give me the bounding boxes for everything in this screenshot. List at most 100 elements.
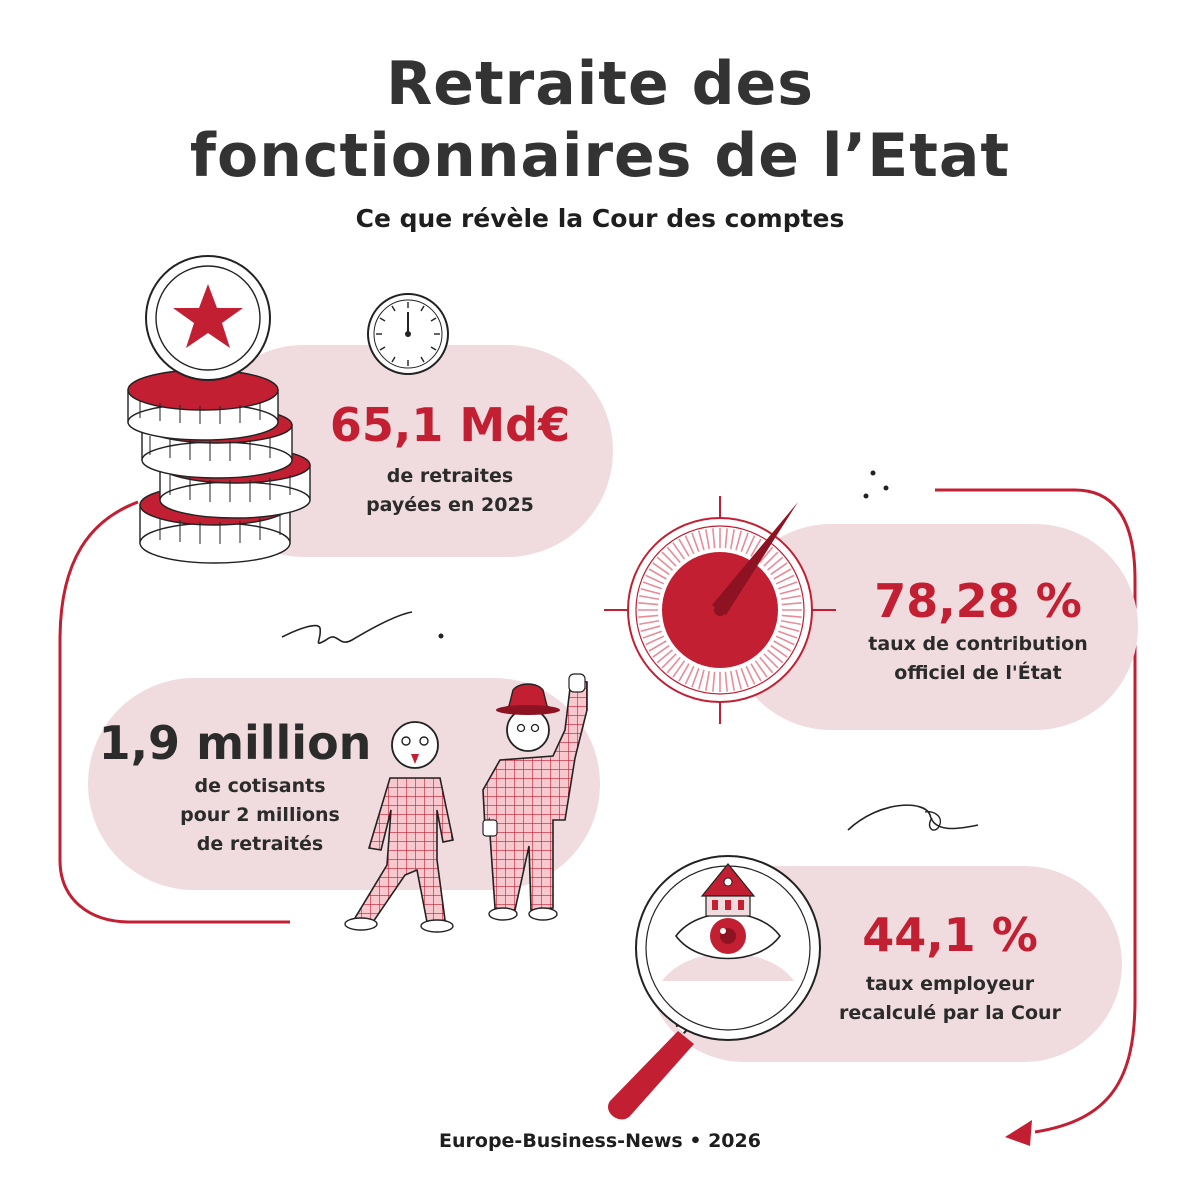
gauge-tick: [691, 532, 700, 553]
gauge-tick: [759, 546, 774, 564]
gauge-tick: [698, 530, 705, 551]
gauge-tick: [724, 671, 728, 692]
page-title: Retraite des fonctionnaires de l’Etat: [0, 48, 1200, 192]
clock-icon: [367, 293, 449, 375]
gauge-tick: [766, 649, 784, 664]
gauge-tick: [704, 529, 711, 550]
caption-line: recalculé par la Cour: [839, 1002, 1061, 1024]
stat-value-taux-employeur: 44,1 %: [862, 908, 1038, 962]
gauge-tick: [729, 529, 736, 550]
gauge-tick: [684, 665, 695, 685]
caption-line: de retraites: [386, 465, 514, 487]
gauge-tick: [773, 568, 792, 580]
gauge-tick: [750, 663, 762, 682]
squiggle-icon: [281, 611, 413, 644]
gauge-tick: [672, 660, 686, 678]
gauge-tick: [780, 619, 801, 626]
gauge-tick: [698, 669, 705, 690]
gauge-tick: [666, 546, 681, 564]
gauge-tick: [661, 653, 677, 669]
stat-caption-retraites: de retraites payées en 2025: [300, 462, 600, 520]
star-coin-icon: [145, 255, 271, 381]
gauge-tick: [724, 528, 728, 549]
caption-line: payées en 2025: [366, 494, 534, 516]
caption-line: taux de contribution: [868, 633, 1088, 655]
gauge-tick: [638, 614, 659, 618]
gauge-tick: [638, 602, 659, 606]
title-line-2: fonctionnaires de l’Etat: [189, 121, 1011, 191]
gauge-tick: [763, 551, 779, 567]
page-subtitle: Ce que révèle la Cour des comptes: [355, 204, 845, 233]
gauge-tick: [642, 581, 663, 590]
gauge-tick: [639, 594, 660, 601]
gauge-tick: [656, 556, 674, 571]
gauge-tick: [745, 535, 756, 555]
gauge-tick: [773, 640, 792, 652]
stat-caption-contribution: taux de contribution officiel de l'État: [818, 630, 1138, 688]
gauge-tick: [777, 630, 798, 639]
gauge-tick: [740, 667, 749, 688]
gauge-tick: [766, 556, 784, 571]
eye-icon: [675, 912, 781, 960]
stat-value-contribution: 78,28 %: [874, 574, 1082, 628]
gauge-tick: [672, 542, 686, 560]
gauge-tick: [735, 669, 742, 690]
gauge-tick: [781, 602, 802, 606]
gauge-tick: [775, 574, 795, 585]
gauge-tick: [642, 630, 663, 639]
gauge-tick: [648, 568, 667, 580]
gauge-tick: [770, 644, 788, 658]
magnifier-icon: [608, 855, 821, 1120]
gauge-tick: [777, 581, 798, 590]
caption-line: de cotisants: [194, 775, 326, 797]
left-loop-line: [58, 500, 290, 924]
people-icon: [344, 673, 588, 933]
coin-stack-icon: [127, 255, 311, 564]
dot-icon: [870, 470, 876, 476]
arrow-head-icon: [1005, 1120, 1032, 1146]
gauge-tick: [750, 538, 762, 557]
stat-caption-taux-employeur: taux employeur recalculé par la Cour: [790, 970, 1110, 1028]
gauge-tick: [652, 562, 670, 576]
dot-icon: [863, 493, 869, 499]
footer-credit: Europe-Business-News • 2026: [439, 1130, 761, 1152]
dot-icon: [438, 633, 444, 639]
gauge-tick: [645, 635, 665, 646]
caption-line: officiel de l'État: [894, 662, 1062, 684]
title-line-1: Retraite des: [386, 49, 814, 119]
squiggle-icon: [847, 804, 979, 831]
gauge-tick: [775, 635, 795, 646]
gauge-icon: [604, 496, 836, 724]
caption-line: pour 2 millions: [180, 804, 340, 826]
gauge-tick: [745, 665, 756, 685]
gauge-tick: [712, 671, 716, 692]
caption-line: de retraités: [196, 833, 324, 855]
gauge-tick: [640, 588, 661, 595]
gauge-tick: [740, 532, 749, 553]
gauge-tick: [678, 538, 690, 557]
stat-value-cotisants: 1,9 million: [98, 716, 372, 770]
gauge-tick: [770, 562, 788, 576]
right-arrow-line: [935, 488, 1137, 1134]
gauge-tick: [779, 588, 800, 595]
gauge-tick: [735, 530, 742, 551]
gauge-tick: [712, 528, 716, 549]
gauge-tick: [763, 653, 779, 669]
gauge-tick: [640, 625, 661, 632]
gauge-tick: [780, 594, 801, 601]
gauge-tick: [704, 670, 711, 691]
squiggle-icon: [924, 811, 942, 831]
gauge-tick: [684, 535, 695, 555]
gauge-tick: [648, 640, 667, 652]
gauge-tick: [661, 551, 677, 567]
gauge-tick: [691, 667, 700, 688]
gauge-tick: [759, 656, 774, 674]
gauge-tick: [781, 614, 802, 618]
gauge-tick: [754, 660, 768, 678]
gauge-tick: [656, 649, 674, 664]
gauge-tick: [666, 656, 681, 674]
gauge-tick: [639, 619, 660, 626]
gauge-tick: [645, 574, 665, 585]
gauge-tick: [652, 644, 670, 658]
